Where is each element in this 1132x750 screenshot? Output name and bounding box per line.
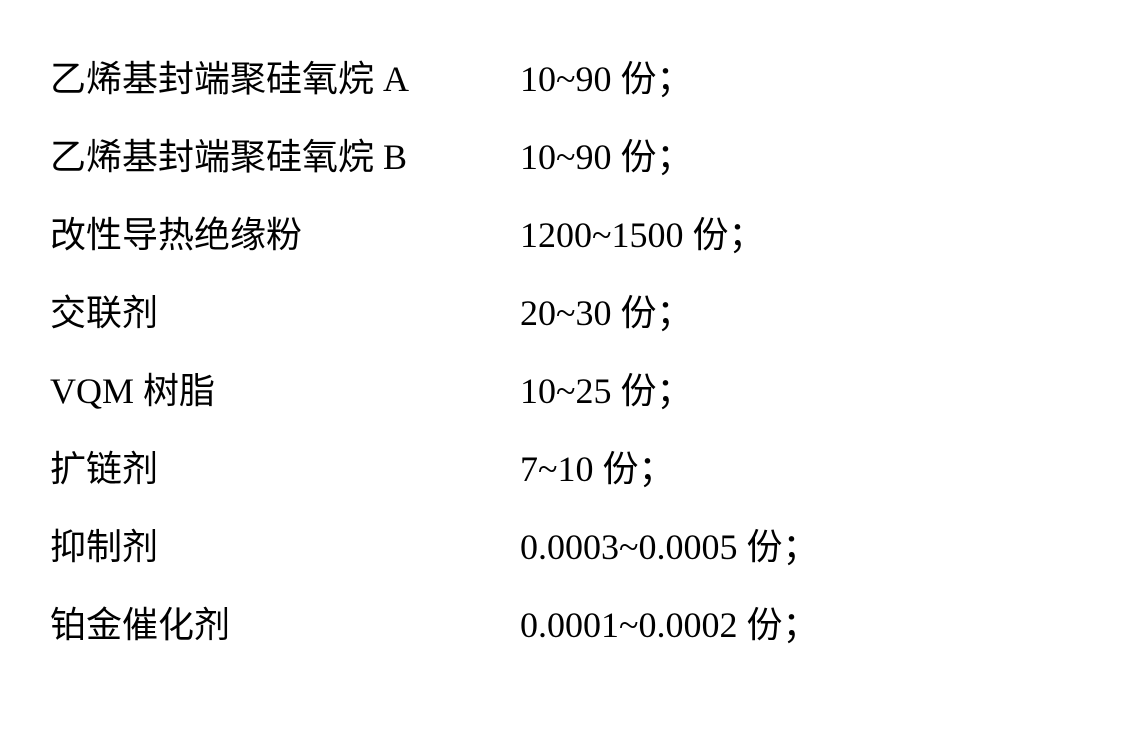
table-row: 乙烯基封端聚硅氧烷 B 10~90 份； (50, 118, 1082, 196)
ingredient-value: 10~90 份； (520, 40, 1082, 118)
ingredient-value: 10~90 份； (520, 118, 1082, 196)
table-row: VQM 树脂 10~25 份； (50, 352, 1082, 430)
ingredient-label: 扩链剂 (50, 430, 520, 508)
ingredient-label: 乙烯基封端聚硅氧烷 A (50, 40, 520, 118)
table-body: 乙烯基封端聚硅氧烷 A 10~90 份； 乙烯基封端聚硅氧烷 B 10~90 份… (50, 40, 1082, 664)
ingredient-label: 乙烯基封端聚硅氧烷 B (50, 118, 520, 196)
ingredient-label: 抑制剂 (50, 508, 520, 586)
ingredient-value: 10~25 份； (520, 352, 1082, 430)
ingredient-label: 交联剂 (50, 274, 520, 352)
table-row: 抑制剂 0.0003~0.0005 份； (50, 508, 1082, 586)
ingredient-value: 0.0001~0.0002 份； (520, 586, 1082, 664)
ingredient-value: 1200~1500 份； (520, 196, 1082, 274)
ingredients-table: 乙烯基封端聚硅氧烷 A 10~90 份； 乙烯基封端聚硅氧烷 B 10~90 份… (50, 40, 1082, 664)
table-row: 铂金催化剂 0.0001~0.0002 份； (50, 586, 1082, 664)
ingredient-value: 7~10 份； (520, 430, 1082, 508)
ingredient-value: 0.0003~0.0005 份； (520, 508, 1082, 586)
ingredient-value: 20~30 份； (520, 274, 1082, 352)
table-row: 扩链剂 7~10 份； (50, 430, 1082, 508)
ingredient-label: 铂金催化剂 (50, 586, 520, 664)
ingredient-label: 改性导热绝缘粉 (50, 196, 520, 274)
table-row: 交联剂 20~30 份； (50, 274, 1082, 352)
table-row: 改性导热绝缘粉 1200~1500 份； (50, 196, 1082, 274)
ingredient-label: VQM 树脂 (50, 352, 520, 430)
table-row: 乙烯基封端聚硅氧烷 A 10~90 份； (50, 40, 1082, 118)
